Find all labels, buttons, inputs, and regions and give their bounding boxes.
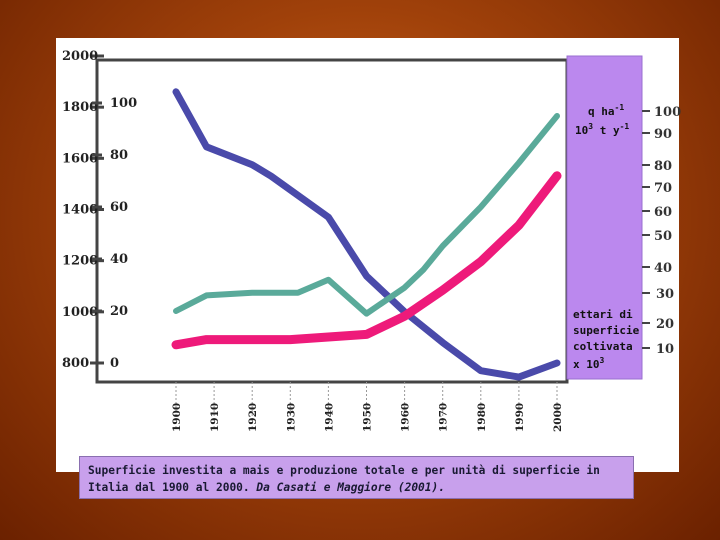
legend-q-line1: q ha-1: [588, 103, 624, 118]
left-outer-tick-label: 1600: [62, 151, 98, 166]
right-ha-tick-label: 20: [656, 317, 674, 332]
x-tick-label: 1960: [400, 403, 412, 432]
x-tick-label: 1930: [285, 403, 297, 432]
caption-text: Superficie investita a mais e produzione…: [88, 464, 600, 494]
x-tick-label: 1990: [514, 403, 526, 432]
x-tick-label: 1940: [323, 403, 335, 432]
left-inner-tick-label: 60: [110, 200, 128, 215]
right-q-tick-label: 70: [654, 181, 672, 196]
left-outer-tick-label: 1000: [62, 305, 98, 320]
legend-box: [566, 55, 643, 380]
x-axis-ticks: 1900 1910 1920 1930 1940 1950 1960 1970 1980 1990…: [171, 403, 564, 432]
right-q-tick-label: 50: [654, 229, 672, 244]
left-axis-ticks: 2000 1800 1600 1400 1200 1000 800 100 80 60 40 20 0: [62, 49, 137, 371]
x-tick-label: 1970: [438, 403, 450, 432]
right-axis-ha: 30 20 10: [642, 287, 674, 357]
x-tick-label: 1950: [362, 403, 374, 432]
right-q-tick-label: 90: [654, 127, 672, 142]
series-layer: [171, 88, 562, 381]
caption-source: Da Casati e Maggiore (2001).: [256, 481, 445, 494]
legend-ha-line: superficie: [573, 324, 640, 337]
left-outer-tick-label: 800: [62, 356, 89, 371]
caption-box: Superficie investita a mais e produzione…: [79, 456, 634, 499]
left-inner-tick-label: 80: [110, 148, 128, 163]
x-tick-label: 1910: [209, 403, 221, 432]
right-ha-tick-label: 30: [656, 287, 674, 302]
x-tick-label: 1900: [171, 403, 183, 432]
left-outer-tick-label: 1800: [62, 100, 98, 115]
left-outer-tick-label: 1200: [62, 254, 98, 269]
legend-q-line2: 103 t y-1: [575, 122, 629, 137]
right-ha-tick-label: 10: [656, 342, 674, 357]
legend-ha: ettari di superficie coltivata x 103: [573, 308, 640, 371]
legend-ha-line: ettari di: [573, 308, 633, 321]
left-outer-tick-label: 1400: [62, 203, 98, 218]
right-q-tick-label: 80: [654, 159, 672, 174]
series-line-1: [172, 88, 561, 381]
x-tick-label: 2000: [552, 403, 564, 432]
right-q-tick-label: 60: [654, 205, 672, 220]
legend-ha-last: x 103: [573, 356, 605, 371]
x-tick-label: 1920: [247, 403, 259, 432]
left-inner-tick-label: 20: [110, 304, 128, 319]
right-axis-q: 100 90 80 70 60 50 40: [642, 105, 681, 276]
x-tick-label: 1980: [476, 403, 488, 432]
right-q-tick-label: 100: [654, 105, 681, 120]
series-line-2: [173, 113, 560, 317]
left-inner-tick-label: 40: [110, 252, 128, 267]
legend-ha-line: coltivata: [573, 340, 633, 353]
left-outer-tick-label: 2000: [62, 49, 98, 64]
right-q-tick-label: 40: [654, 261, 672, 276]
left-inner-tick-label: 100: [110, 96, 137, 111]
left-inner-tick-label: 0: [110, 356, 119, 371]
gridlines: [175, 382, 558, 430]
series-line-3: [171, 171, 562, 350]
